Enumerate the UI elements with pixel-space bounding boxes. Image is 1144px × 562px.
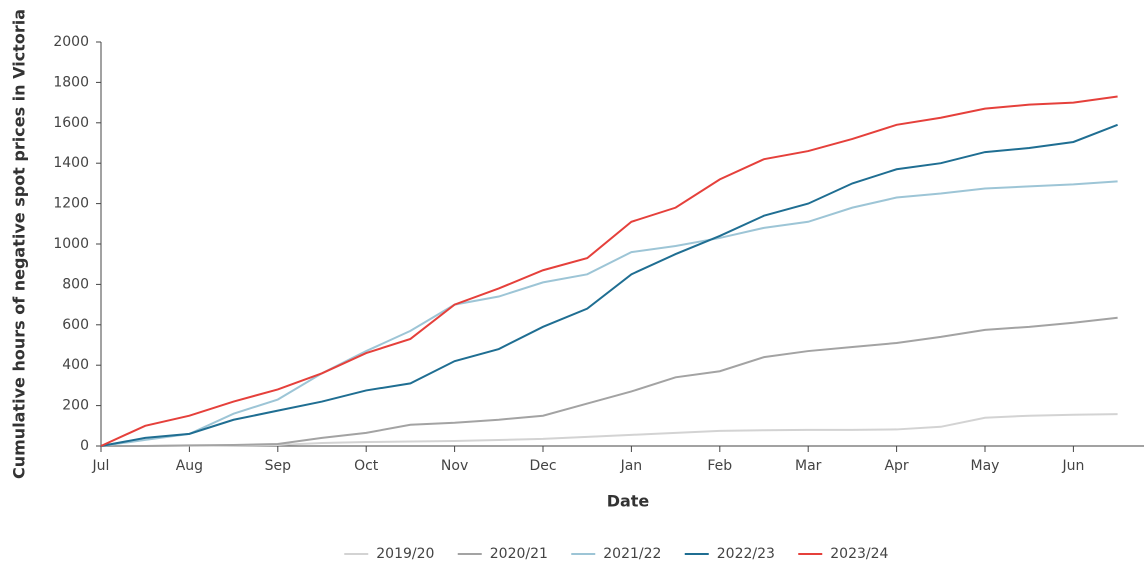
x-tick-label: Feb <box>707 458 732 474</box>
x-tick-label: Oct <box>354 458 379 474</box>
x-tick-label: Sep <box>265 458 292 474</box>
x-tick-label: Aug <box>176 458 203 474</box>
y-tick-label: 1200 <box>53 196 89 212</box>
legend-label: 2022/23 <box>717 546 775 562</box>
y-axis-label: Cumulative hours of negative spot prices… <box>10 9 29 479</box>
y-tick-label: 1800 <box>53 74 89 90</box>
x-tick-label: Nov <box>441 458 468 474</box>
legend-label: 2019/20 <box>376 546 434 562</box>
x-tick-label: Jun <box>1061 458 1084 474</box>
y-tick-label: 200 <box>62 398 89 414</box>
series-line <box>100 180 1118 447</box>
x-tick-label: Apr <box>884 458 908 474</box>
series-line <box>100 123 1118 447</box>
x-tick-label: Jul <box>92 458 110 474</box>
series-line <box>100 95 1118 447</box>
series-line <box>101 413 1118 447</box>
x-tick-label: Mar <box>795 458 822 474</box>
legend-label: 2021/22 <box>603 546 661 562</box>
y-tick-label: 600 <box>62 317 89 333</box>
y-tick-label: 800 <box>62 276 89 292</box>
y-tick-label: 1000 <box>53 236 89 252</box>
y-tick-label: 400 <box>62 357 89 373</box>
x-tick-label: May <box>971 458 1000 474</box>
legend-label: 2020/21 <box>490 546 548 562</box>
x-tick-label: Dec <box>529 458 556 474</box>
x-axis-label: Date <box>607 492 650 511</box>
y-tick-label: 1400 <box>53 155 89 171</box>
legend-label: 2023/24 <box>830 546 888 562</box>
y-tick-label: 2000 <box>53 34 89 50</box>
x-tick-label: Jan <box>620 458 643 474</box>
series-line <box>101 316 1118 447</box>
y-tick-label: 1600 <box>53 115 89 131</box>
y-tick-label: 0 <box>80 438 89 454</box>
